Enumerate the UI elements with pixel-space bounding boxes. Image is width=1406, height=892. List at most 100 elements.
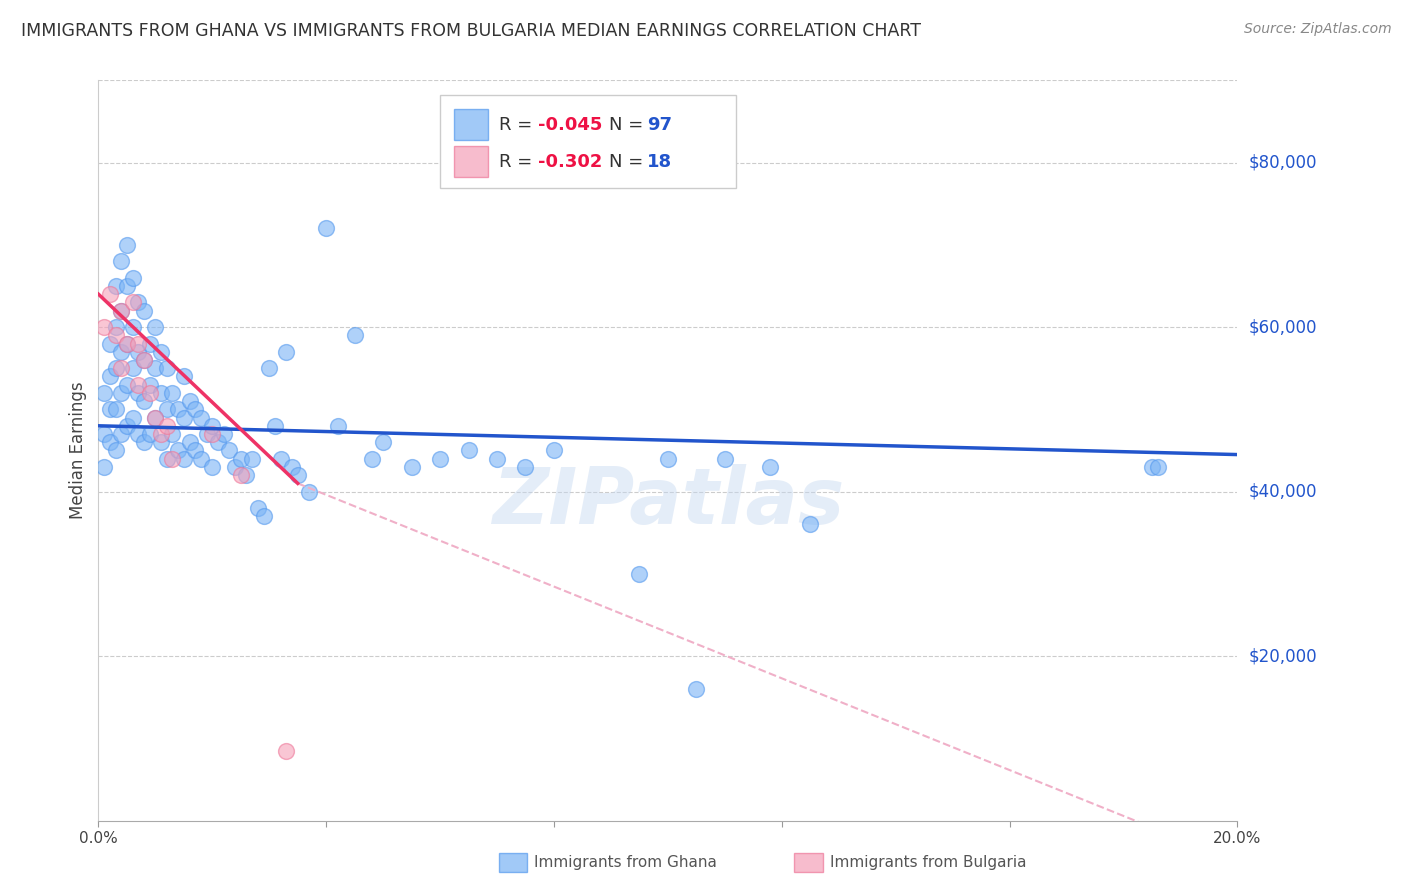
Text: ZIPatlas: ZIPatlas [492, 464, 844, 541]
Point [229, 468, 252, 483]
Point [457, 443, 479, 458]
Text: IMMIGRANTS FROM GHANA VS IMMIGRANTS FROM BULGARIA MEDIAN EARNINGS CORRELATION CH: IMMIGRANTS FROM GHANA VS IMMIGRANTS FROM… [21, 22, 921, 40]
FancyBboxPatch shape [454, 146, 488, 178]
Point [110, 385, 132, 400]
Point [270, 451, 292, 466]
Point [132, 394, 155, 409]
Point [1146, 459, 1168, 474]
Point [127, 344, 149, 359]
Point [235, 468, 257, 483]
Point [179, 394, 201, 409]
Point [207, 435, 229, 450]
Point [173, 451, 195, 466]
Point [162, 385, 184, 400]
Point [264, 418, 287, 433]
Point [93, 427, 115, 442]
Point [145, 320, 167, 334]
Point [401, 459, 423, 474]
Point [110, 303, 132, 318]
Point [343, 328, 366, 343]
Point [121, 320, 143, 334]
Point [110, 361, 132, 376]
Point [104, 361, 127, 376]
Text: N =: N = [609, 116, 648, 134]
Point [298, 484, 321, 499]
Text: $80,000: $80,000 [1249, 153, 1317, 171]
Text: R =: R = [499, 153, 538, 170]
Point [121, 361, 143, 376]
Point [110, 303, 132, 318]
Point [179, 435, 201, 450]
Point [115, 377, 138, 392]
Point [173, 369, 195, 384]
Point [110, 344, 132, 359]
Text: Immigrants from Bulgaria: Immigrants from Bulgaria [830, 855, 1026, 870]
Point [104, 443, 127, 458]
Point [138, 427, 160, 442]
Point [115, 418, 138, 433]
Point [315, 221, 337, 235]
Text: 97: 97 [647, 116, 672, 134]
Point [121, 295, 143, 310]
Point [93, 459, 115, 474]
Point [127, 295, 149, 310]
Point [429, 451, 451, 466]
Point [167, 443, 190, 458]
Point [212, 427, 235, 442]
Point [1140, 459, 1163, 474]
Point [93, 385, 115, 400]
Point [98, 287, 121, 301]
Point [156, 361, 179, 376]
Point [287, 468, 309, 483]
Point [252, 509, 274, 524]
Point [150, 385, 173, 400]
Point [259, 361, 281, 376]
Point [714, 451, 737, 466]
Point [190, 451, 212, 466]
Point [98, 369, 121, 384]
Point [173, 410, 195, 425]
Point [167, 402, 190, 417]
Text: $40,000: $40,000 [1249, 483, 1317, 500]
Point [218, 443, 240, 458]
Point [224, 459, 246, 474]
Point [156, 451, 179, 466]
Point [240, 451, 263, 466]
Point [195, 427, 218, 442]
Point [156, 418, 179, 433]
Point [201, 427, 224, 442]
Point [138, 377, 160, 392]
Point [145, 410, 167, 425]
Text: $20,000: $20,000 [1249, 647, 1317, 665]
Point [201, 459, 224, 474]
Point [162, 451, 184, 466]
Point [276, 744, 298, 758]
Point [121, 410, 143, 425]
Point [628, 566, 651, 581]
Text: $60,000: $60,000 [1249, 318, 1317, 336]
Point [138, 385, 160, 400]
Point [104, 320, 127, 334]
Point [229, 451, 252, 466]
Text: -0.045: -0.045 [538, 116, 602, 134]
Text: -0.302: -0.302 [538, 153, 602, 170]
Point [98, 402, 121, 417]
Point [150, 344, 173, 359]
Point [360, 451, 382, 466]
Point [132, 353, 155, 368]
Point [184, 402, 207, 417]
Point [156, 402, 179, 417]
Point [104, 402, 127, 417]
Point [115, 336, 138, 351]
FancyBboxPatch shape [440, 95, 737, 187]
Point [515, 459, 537, 474]
Point [93, 320, 115, 334]
FancyBboxPatch shape [454, 109, 488, 140]
Point [132, 303, 155, 318]
Point [543, 443, 565, 458]
Point [201, 418, 224, 433]
Point [373, 435, 395, 450]
Point [110, 427, 132, 442]
Point [115, 237, 138, 252]
Text: 18: 18 [647, 153, 672, 170]
